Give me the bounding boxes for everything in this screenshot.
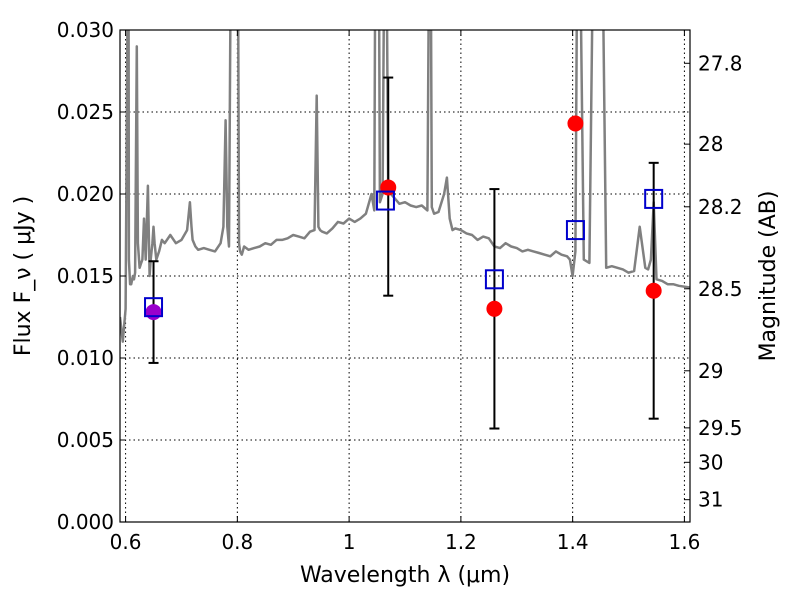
- y-tick-label: 0.005: [57, 428, 114, 452]
- model-square: [565, 220, 585, 241]
- observed-point: [645, 282, 662, 299]
- observed-point: [145, 304, 162, 321]
- x-axis-label: Wavelength λ (μm): [300, 563, 510, 588]
- ticks: 0.6 0.8 1 1.2 1.4 1.6 0.000 0.005 0.010 0.015 0.02…: [57, 18, 743, 554]
- right-tick-label: 28.2: [698, 195, 743, 219]
- right-tick-label: 29: [698, 359, 723, 383]
- x-tick-label: 1.6: [669, 530, 701, 554]
- observed-point: [567, 115, 584, 132]
- model-square: [375, 190, 395, 211]
- x-tick-label: 0.8: [221, 530, 253, 554]
- model-square: [144, 297, 164, 318]
- spectrum-line: [120, 30, 690, 343]
- y-axis-label: Flux F_ν ( μJy ): [11, 196, 36, 356]
- y-tick-label: 0.030: [57, 18, 114, 42]
- x-tick-label: 0.6: [110, 530, 142, 554]
- y-tick-label: 0.000: [57, 510, 114, 534]
- x-tick-label: 1.2: [445, 530, 477, 554]
- right-tick-label: 28.5: [698, 277, 743, 301]
- right-tick-label: 30: [698, 450, 723, 474]
- model-square: [484, 269, 504, 290]
- y-tick-label: 0.020: [57, 182, 114, 206]
- y-tick-label: 0.015: [57, 264, 114, 288]
- right-tick-label: 29.5: [698, 416, 743, 440]
- right-axis-label: Magnitude (AB): [756, 191, 781, 362]
- right-tick-label: 28: [698, 132, 723, 156]
- y-tick-label: 0.010: [57, 346, 114, 370]
- right-tick-label: 27.8: [698, 51, 743, 75]
- y-tick-label: 0.025: [57, 100, 114, 124]
- x-tick-label: 1: [343, 530, 356, 554]
- observed-point: [486, 300, 503, 317]
- x-tick-label: 1.4: [557, 530, 589, 554]
- model-square: [644, 188, 664, 209]
- grid: [120, 30, 690, 522]
- plot-area: [120, 30, 690, 430]
- right-tick-label: 31: [698, 488, 723, 512]
